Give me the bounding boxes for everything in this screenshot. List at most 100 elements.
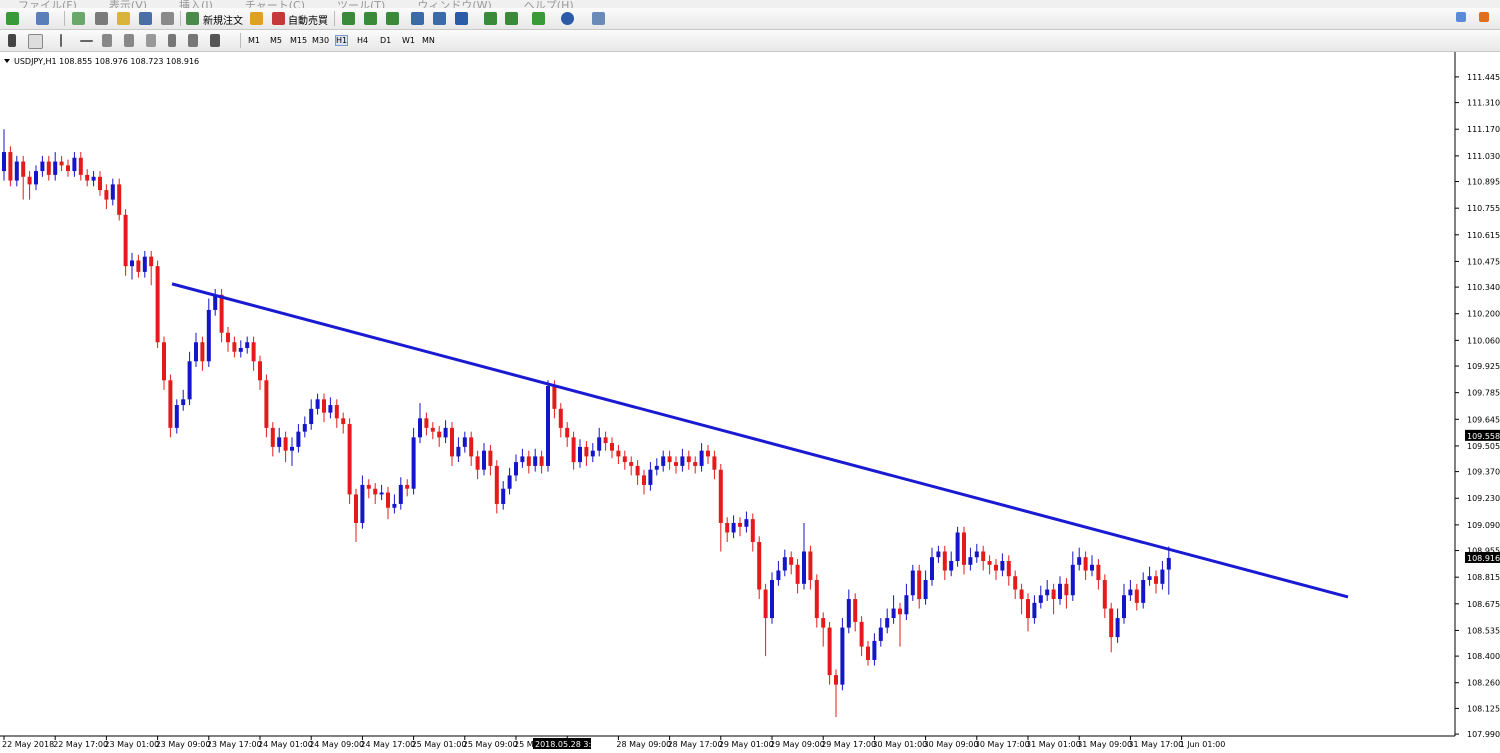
market-watch-button[interactable] [72,12,85,25]
candle-body [859,621,864,647]
candle-body [872,640,877,660]
candle-body [674,462,678,466]
candle-body [782,557,787,571]
trendline-tool[interactable] [102,34,112,47]
candle-body [885,618,890,628]
candle-body [424,418,429,428]
channel-tool[interactable] [124,34,134,47]
toolbar: 新規注文 自動売買 [0,8,1500,30]
candle-body [347,424,352,495]
timeframe-button[interactable]: D1 [380,36,392,45]
candle-body [1038,595,1043,603]
profiles-button[interactable] [36,12,49,25]
crosshair-tool[interactable] [28,34,43,49]
candle-body [1006,561,1011,577]
chart-shift-button[interactable] [484,12,497,25]
menu-item[interactable]: 挿入(I) [179,0,213,8]
candle-body [245,342,250,348]
candle-body [795,564,800,584]
candle-body [840,627,845,685]
hline-tool[interactable] [80,40,93,42]
cursor-tool[interactable] [8,34,16,47]
candle-body [1026,599,1030,619]
candle-body [213,294,218,310]
candle-body [450,427,454,457]
timeframe-button[interactable]: W1 [402,36,415,45]
text-tool[interactable] [168,34,176,47]
menu-item[interactable]: ファイル(F) [18,0,77,8]
data-window-button[interactable] [95,12,108,25]
current-price-box [1465,551,1500,563]
candle-body [482,450,486,470]
candle-body [277,437,282,447]
timeframe-button[interactable]: MN [422,36,435,45]
x-tick-label: 24 May 09:00 [309,740,364,749]
x-tick-label: 30 May 17:00 [975,740,1030,749]
tile-windows-button[interactable] [455,12,468,25]
candle-body [104,190,109,200]
x-tick-label: 25 May 09:00 [463,740,518,749]
y-tick-label: 111.310 [1467,99,1500,108]
x-tick-label: 31 May 17:00 [1128,740,1183,749]
community-button[interactable] [1479,12,1489,22]
timeframe-button[interactable]: M30 [312,36,330,45]
timeframe-button[interactable]: M1 [248,36,260,45]
timeframe-button[interactable]: M5 [270,36,282,45]
indicators-button[interactable] [532,12,545,25]
timeframe-button[interactable]: M15 [290,36,308,45]
menu-item[interactable]: ツール(T) [337,0,386,8]
zoom-out-button[interactable] [433,12,446,25]
toolbar: M1 M5 M15 M30 H1 H4 D1 W1 MN [0,30,1500,52]
menu-item[interactable]: ヘルプ(H) [523,0,574,8]
auto-trade-icon[interactable] [272,12,285,25]
line-chart-button[interactable] [386,12,399,25]
search-button[interactable] [1456,12,1466,22]
auto-scroll-button[interactable] [505,12,518,25]
y-tick-label: 110.475 [1467,257,1500,266]
timeframe-button[interactable]: H4 [357,36,369,45]
candle-body [1070,564,1075,596]
templates-button[interactable] [592,12,605,25]
menu-item[interactable]: チャート(C) [244,0,306,8]
candle-body [437,431,442,438]
candle-body [712,456,717,470]
candle-body [142,256,147,272]
candle-body [360,484,365,523]
auto-trade-button[interactable]: 自動売買 [288,16,328,27]
new-order-icon[interactable] [186,12,199,25]
new-order-button[interactable]: 新規注文 [203,16,243,27]
candle-body [373,488,378,495]
new-chart-button[interactable] [6,12,19,25]
arrow-tool[interactable] [210,34,220,47]
y-tick-label: 108.125 [1467,704,1500,713]
candle-body [917,570,922,600]
candle-body [162,342,166,381]
candle-chart-button[interactable] [364,12,377,25]
candle-body [776,570,781,581]
navigator-button[interactable] [117,12,130,25]
bar-chart-button[interactable] [342,12,355,25]
candle-body [418,418,422,438]
candle-body [8,152,13,181]
menu-item[interactable]: 表示(V) [108,0,148,8]
candle-body [1115,618,1120,638]
timeframe-button[interactable]: H1 [334,35,349,46]
candle-body [53,161,58,175]
y-tick-label: 109.645 [1467,415,1500,424]
candle-body [898,608,902,615]
candle-body [622,456,627,463]
menu-item[interactable]: ウィンドウ(W) [417,0,492,8]
zoom-in-button[interactable] [411,12,424,25]
label-tool[interactable] [188,34,198,47]
candle-body [910,570,915,596]
fibo-tool[interactable] [146,34,156,47]
x-tick-label: 23 May 17:00 [207,740,262,749]
tester-button[interactable] [161,12,174,25]
metaeditor-button[interactable] [250,12,263,25]
periods-button[interactable] [561,12,574,25]
y-tick-label: 109.230 [1467,494,1500,503]
vline-tool[interactable] [60,34,62,47]
crosshair-time-box [533,738,591,749]
terminal-button[interactable] [139,12,152,25]
symbol-menu-arrow[interactable] [4,59,10,63]
